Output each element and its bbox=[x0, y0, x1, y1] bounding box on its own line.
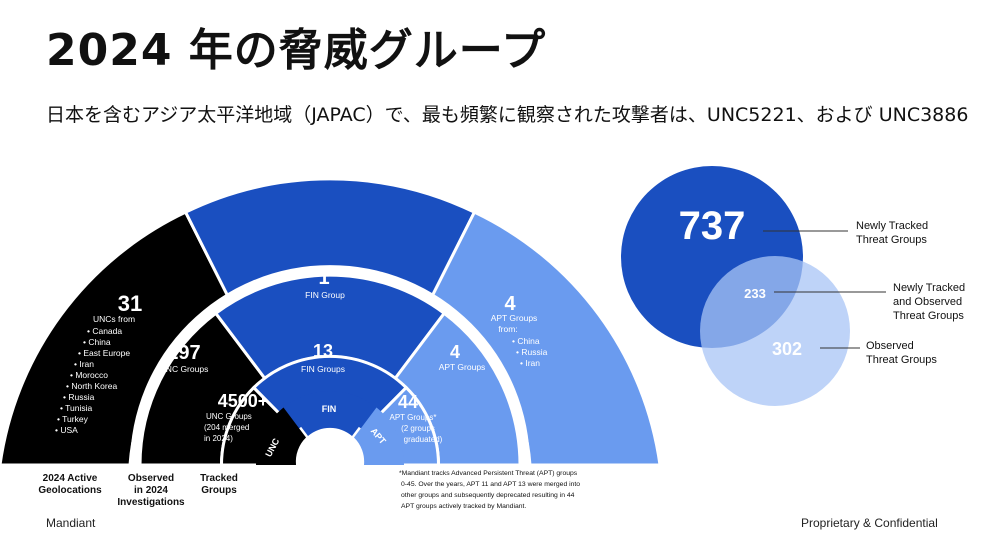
outer-unc-line: • USA bbox=[55, 425, 78, 435]
outer-unc-line: • North Korea bbox=[66, 381, 117, 391]
middle-unc-count: 297 bbox=[167, 342, 200, 364]
middle-apt-count: 4 bbox=[450, 342, 460, 362]
outer-apt-line: • Russia bbox=[516, 347, 548, 357]
inner-apt-line: graduated) bbox=[404, 435, 443, 444]
venn-overlap-label: Newly Tracked bbox=[893, 282, 965, 294]
outer-unc-line: • Canada bbox=[87, 326, 122, 336]
outer-unc-count: 31 bbox=[118, 291, 142, 316]
inner-unc-count: 4500+ bbox=[218, 391, 269, 411]
inner-fin-count: 13 bbox=[313, 341, 333, 361]
column-label-inner: Tracked bbox=[200, 473, 238, 484]
middle-apt-label: APT Groups bbox=[439, 362, 486, 372]
outer-unc-line: • Russia bbox=[63, 392, 95, 402]
middle-fin-label: FIN Group bbox=[305, 290, 345, 300]
inner-unc-line: UNC Groups bbox=[206, 412, 252, 421]
footnote-line: *Mandiant tracks Advanced Persistent Thr… bbox=[399, 470, 578, 477]
column-label-outer: 2024 Active bbox=[43, 473, 98, 484]
outer-unc-line: UNCs from bbox=[93, 314, 135, 324]
core-ring-unc bbox=[256, 407, 306, 465]
outer-apt-line: APT Groups bbox=[491, 313, 538, 323]
core-ring-apt bbox=[354, 407, 404, 465]
footnote-line: other groups and subsequently deprecated… bbox=[401, 492, 575, 499]
outer-apt-line: • Iran bbox=[520, 358, 540, 368]
venn-newly-tracked-label: Newly Tracked bbox=[856, 220, 928, 232]
outer-apt-line: • China bbox=[512, 336, 540, 346]
venn-overlap-label: and Observed bbox=[893, 296, 962, 308]
page-subtitle: 日本を含むアジア太平洋地域（JAPAC）で、最も頻繁に観察された攻撃者は、UNC… bbox=[46, 104, 969, 126]
core-ring-fin bbox=[285, 391, 375, 436]
outer-unc-line: • Tunisia bbox=[60, 403, 93, 413]
column-label-outer: Geolocations bbox=[38, 485, 102, 496]
column-label-middle: in 2024 bbox=[134, 485, 168, 496]
outer-unc-line: • Turkey bbox=[57, 414, 89, 424]
venn-newly-tracked-value: 737 bbox=[679, 204, 746, 248]
venn-observed-circle bbox=[700, 256, 850, 406]
footnote-line: 0-45. Over the years, APT 11 and APT 13 … bbox=[401, 481, 580, 488]
footer-confidential: Proprietary & Confidential bbox=[801, 516, 938, 530]
inner-unc-line: (204 merged bbox=[204, 423, 249, 432]
outer-unc-line: • Morocco bbox=[70, 370, 108, 380]
column-label-middle: Investigations bbox=[117, 497, 185, 508]
venn-overlap-value: 233 bbox=[744, 286, 766, 301]
venn-observed-label: Observed bbox=[866, 340, 914, 352]
venn-overlap-label: Threat Groups bbox=[893, 310, 964, 322]
middle-fin-count: 1 bbox=[318, 267, 329, 289]
column-label-inner: Groups bbox=[201, 485, 237, 496]
inner-apt-count: 44 bbox=[398, 392, 418, 412]
footnote-line: APT groups actively tracked by Mandiant. bbox=[401, 503, 526, 510]
outer-apt-line: from: bbox=[498, 324, 517, 334]
middle-unc-label: UNC Groups bbox=[160, 364, 209, 374]
venn-observed-label: Threat Groups bbox=[866, 354, 937, 366]
venn-diagram: 737 233 302 Newly Tracked Threat Groups … bbox=[621, 166, 965, 406]
inner-apt-line: (2 groups bbox=[401, 424, 435, 433]
venn-newly-tracked-label: Threat Groups bbox=[856, 234, 927, 246]
outer-unc-line: • China bbox=[83, 337, 111, 347]
inner-unc-line: in 2024) bbox=[204, 434, 233, 443]
outer-unc-line: • East Europe bbox=[78, 348, 130, 358]
page-title: 2024 年の脅威グループ bbox=[46, 25, 547, 76]
column-label-middle: Observed bbox=[128, 473, 174, 484]
inner-apt-line: APT Groups* bbox=[390, 413, 437, 422]
outer-apt-count: 4 bbox=[504, 293, 516, 315]
outer-unc-line: • Iran bbox=[74, 359, 94, 369]
inner-fin-label: FIN Groups bbox=[301, 364, 345, 374]
venn-observed-value: 302 bbox=[772, 339, 802, 359]
core-fin-label: FIN bbox=[322, 404, 337, 414]
footer-brand: Mandiant bbox=[46, 516, 96, 530]
